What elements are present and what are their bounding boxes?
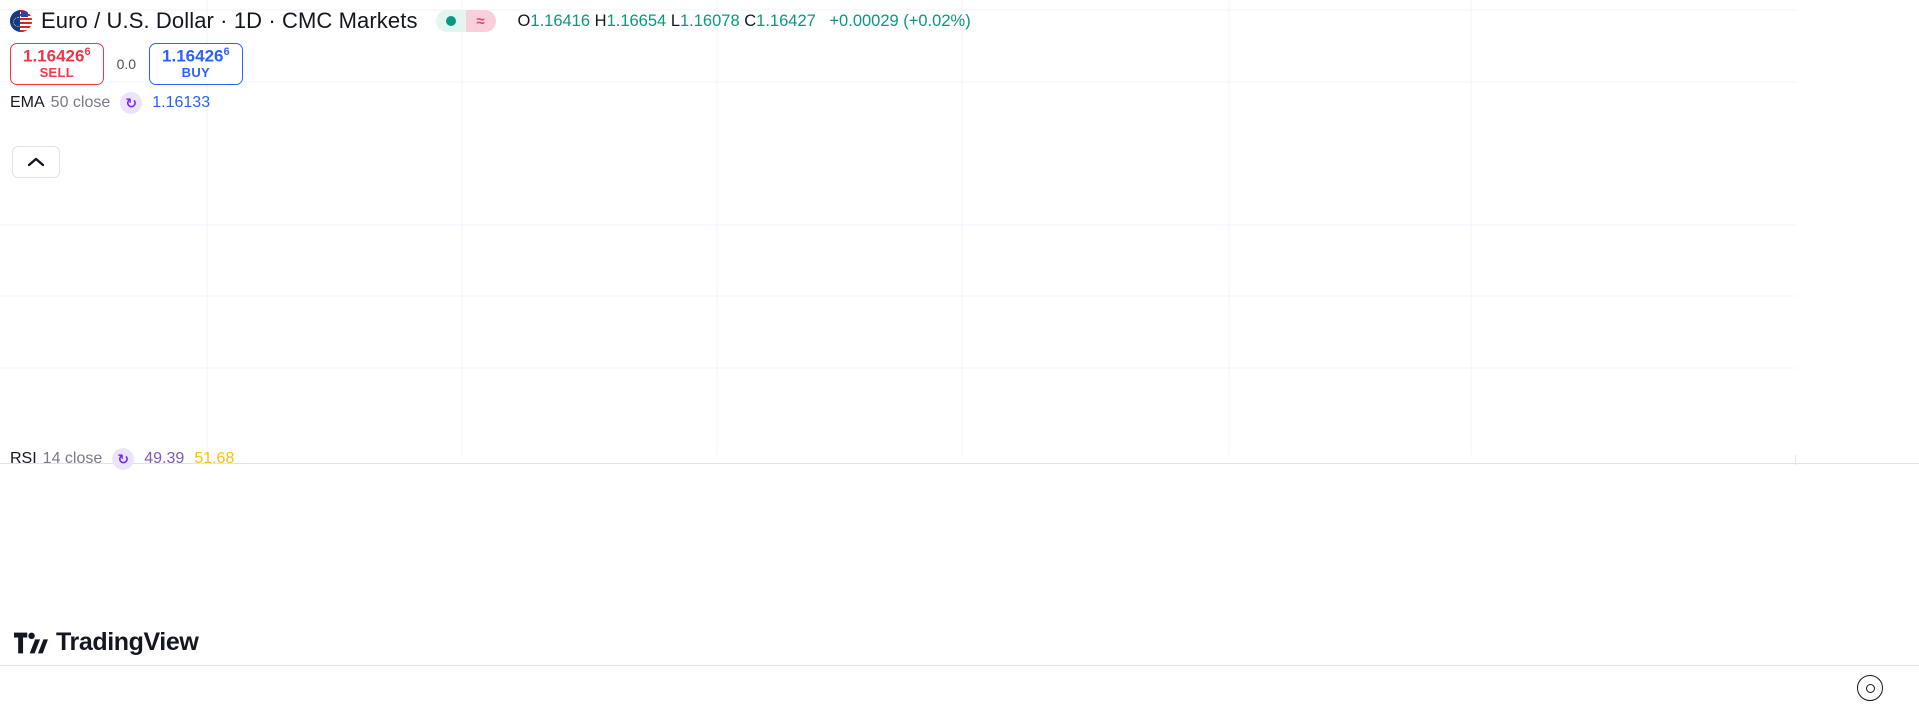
ohlc-high-value: 1.16654 <box>606 11 667 30</box>
time-axis[interactable] <box>0 665 1919 712</box>
pane-separator[interactable] <box>0 463 1919 464</box>
buy-button[interactable]: 1.164266 BUY <box>149 42 243 86</box>
sell-button[interactable]: 1.164266 SELL <box>10 42 104 86</box>
rsi-axis[interactable] <box>1795 465 1919 665</box>
ema-params[interactable]: 50 close <box>50 94 111 111</box>
ema-name[interactable]: EMA <box>10 94 45 111</box>
refresh-indicator-icon[interactable]: ↻ <box>120 92 143 114</box>
price-axis[interactable] <box>1795 0 1919 455</box>
symbol-title[interactable]: Euro / U.S. Dollar · 1D · CMC Markets <box>41 8 418 33</box>
ohlc-close-label: C <box>744 11 757 30</box>
ema-legend-row[interactable]: EMA 50 close ↻ 1.16133 <box>10 88 971 118</box>
rsi-value: 49.39 <box>144 450 185 467</box>
ema-value: 1.16133 <box>152 94 211 111</box>
spread-value: 0.0 <box>116 56 137 72</box>
rsi-name[interactable]: RSI <box>10 450 37 467</box>
buy-price: 1.164266 <box>162 45 230 66</box>
symbol-row[interactable]: Euro / U.S. Dollar · 1D · CMC Markets ≈ … <box>10 4 971 38</box>
buy-sell-row: 1.164266 SELL 0.0 1.164266 BUY <box>10 42 971 86</box>
tradingview-mark-icon <box>14 632 48 653</box>
market-open-dot-icon <box>435 10 466 32</box>
ohlc-low-label: L <box>670 11 680 30</box>
ohlc-open-value: 1.16416 <box>530 11 591 30</box>
ohlc-change: +0.00029 (+0.02%) <box>829 11 971 30</box>
ohlc-values: O1.16416 H1.16654 L1.16078 C1.16427 +0.0… <box>518 12 971 31</box>
ohlc-low-value: 1.16078 <box>680 11 740 30</box>
ohlc-high-label: H <box>594 11 607 30</box>
collapse-pane-button[interactable] <box>12 146 60 178</box>
sell-label: SELL <box>39 64 74 80</box>
tradingview-logo[interactable]: TradingView <box>14 628 199 657</box>
ohlc-close-value: 1.16427 <box>756 11 816 30</box>
buy-label: BUY <box>181 64 211 80</box>
ohlc-open-label: O <box>517 11 531 30</box>
refresh-indicator-icon[interactable]: ↻ <box>112 448 135 470</box>
rsi-legend-row[interactable]: RSI 14 close ↻ 49.39 51.68 <box>10 448 234 470</box>
market-status-pill[interactable]: ≈ <box>435 10 496 32</box>
chevron-up-icon <box>28 157 44 167</box>
rsi-plot <box>0 465 1795 665</box>
delayed-data-wave-icon: ≈ <box>465 10 496 32</box>
rsi-indicator-pane[interactable] <box>0 465 1795 665</box>
axis-settings-inner-dot <box>1865 683 1875 693</box>
price-candlestick-plot <box>0 0 1795 455</box>
sell-price: 1.164266 <box>23 45 91 66</box>
axis-settings-icon[interactable] <box>1857 675 1883 701</box>
tradingview-wordmark: TradingView <box>56 628 199 656</box>
price-chart-pane[interactable] <box>0 0 1795 455</box>
rsi-ma-value: 51.68 <box>194 450 235 467</box>
chart-legend: Euro / U.S. Dollar · 1D · CMC Markets ≈ … <box>10 4 971 118</box>
rsi-params[interactable]: 14 close <box>42 450 103 467</box>
eu-us-flag-icon <box>10 10 32 32</box>
